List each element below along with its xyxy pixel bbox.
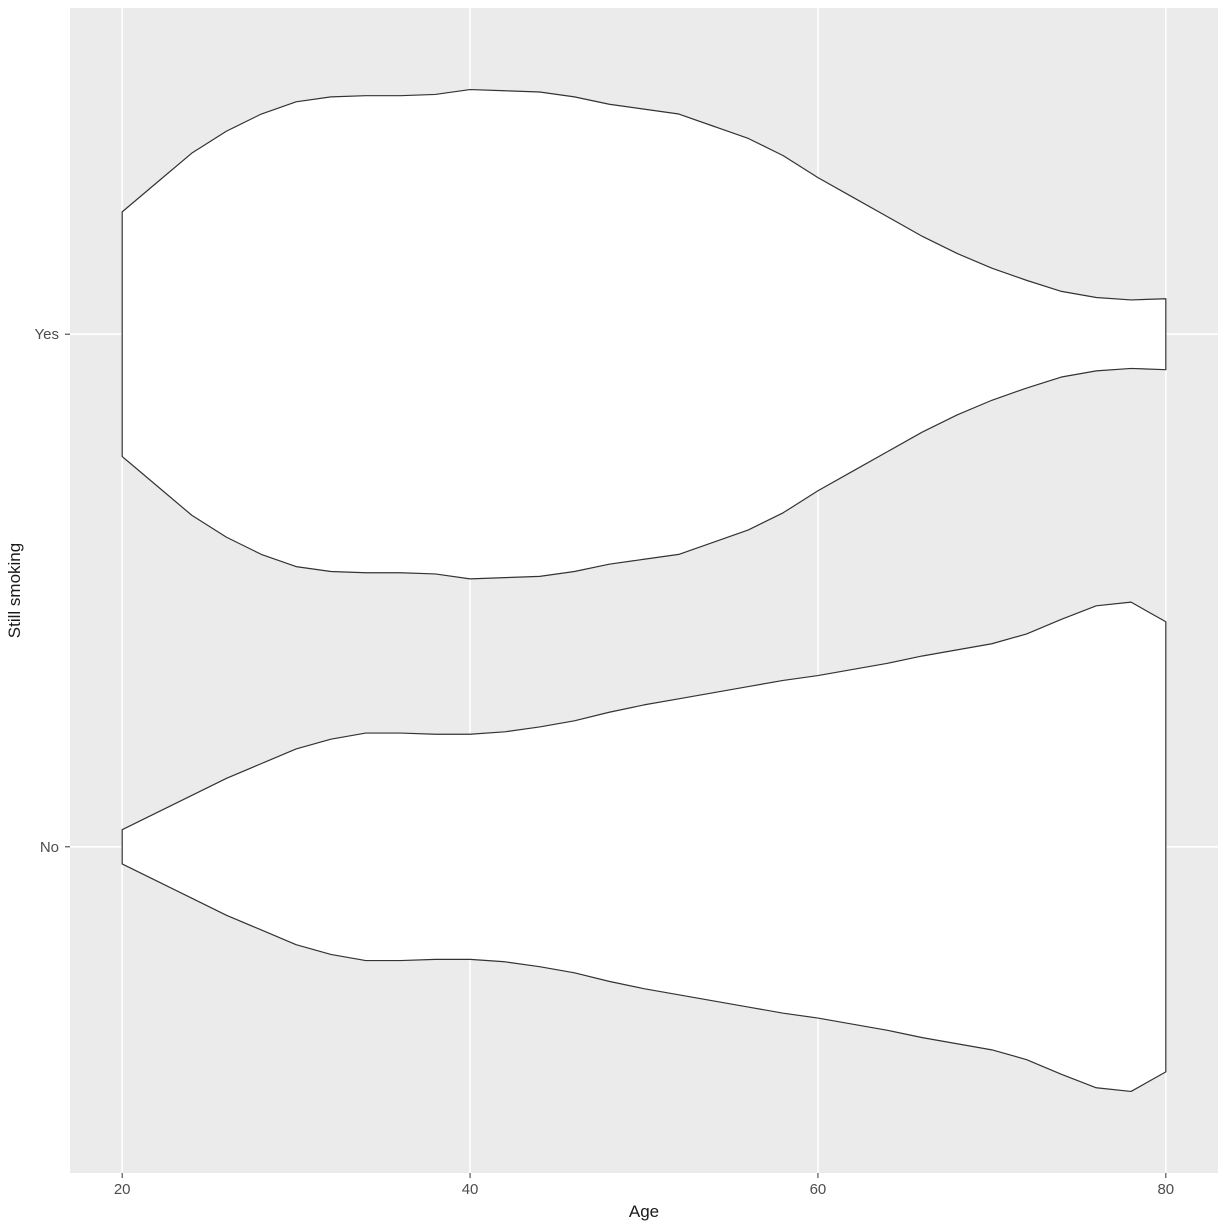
x-tick-label: 80 — [1157, 1181, 1174, 1198]
x-axis-title: Age — [629, 1202, 659, 1221]
x-tick-label: 60 — [810, 1181, 827, 1198]
y-tick-label: No — [40, 839, 59, 856]
x-tick-label: 40 — [462, 1181, 479, 1198]
violin-chart: 20 40 60 80 No Yes Age Still smoking — [0, 0, 1224, 1224]
x-tick-label: 20 — [114, 1181, 131, 1198]
y-axis-title: Still smoking — [5, 543, 24, 638]
y-tick-label: Yes — [35, 326, 59, 343]
